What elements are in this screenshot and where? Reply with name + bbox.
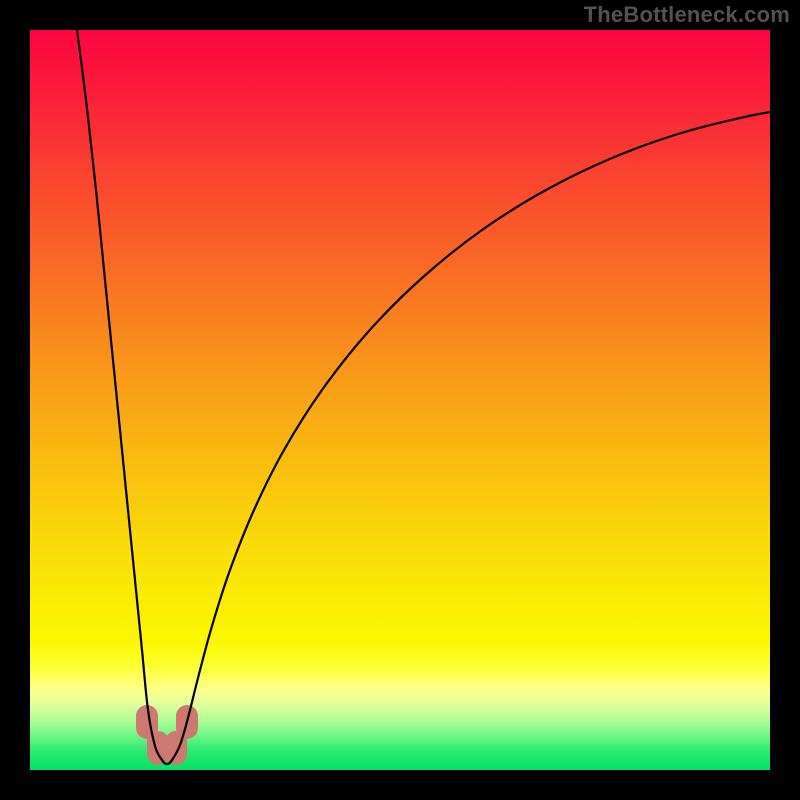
bottleneck-curve bbox=[30, 30, 770, 770]
chart-frame: TheBottleneck.com bbox=[0, 0, 800, 800]
plot-area bbox=[30, 30, 770, 770]
curve-line bbox=[77, 30, 770, 764]
watermark-text: TheBottleneck.com bbox=[584, 2, 790, 28]
